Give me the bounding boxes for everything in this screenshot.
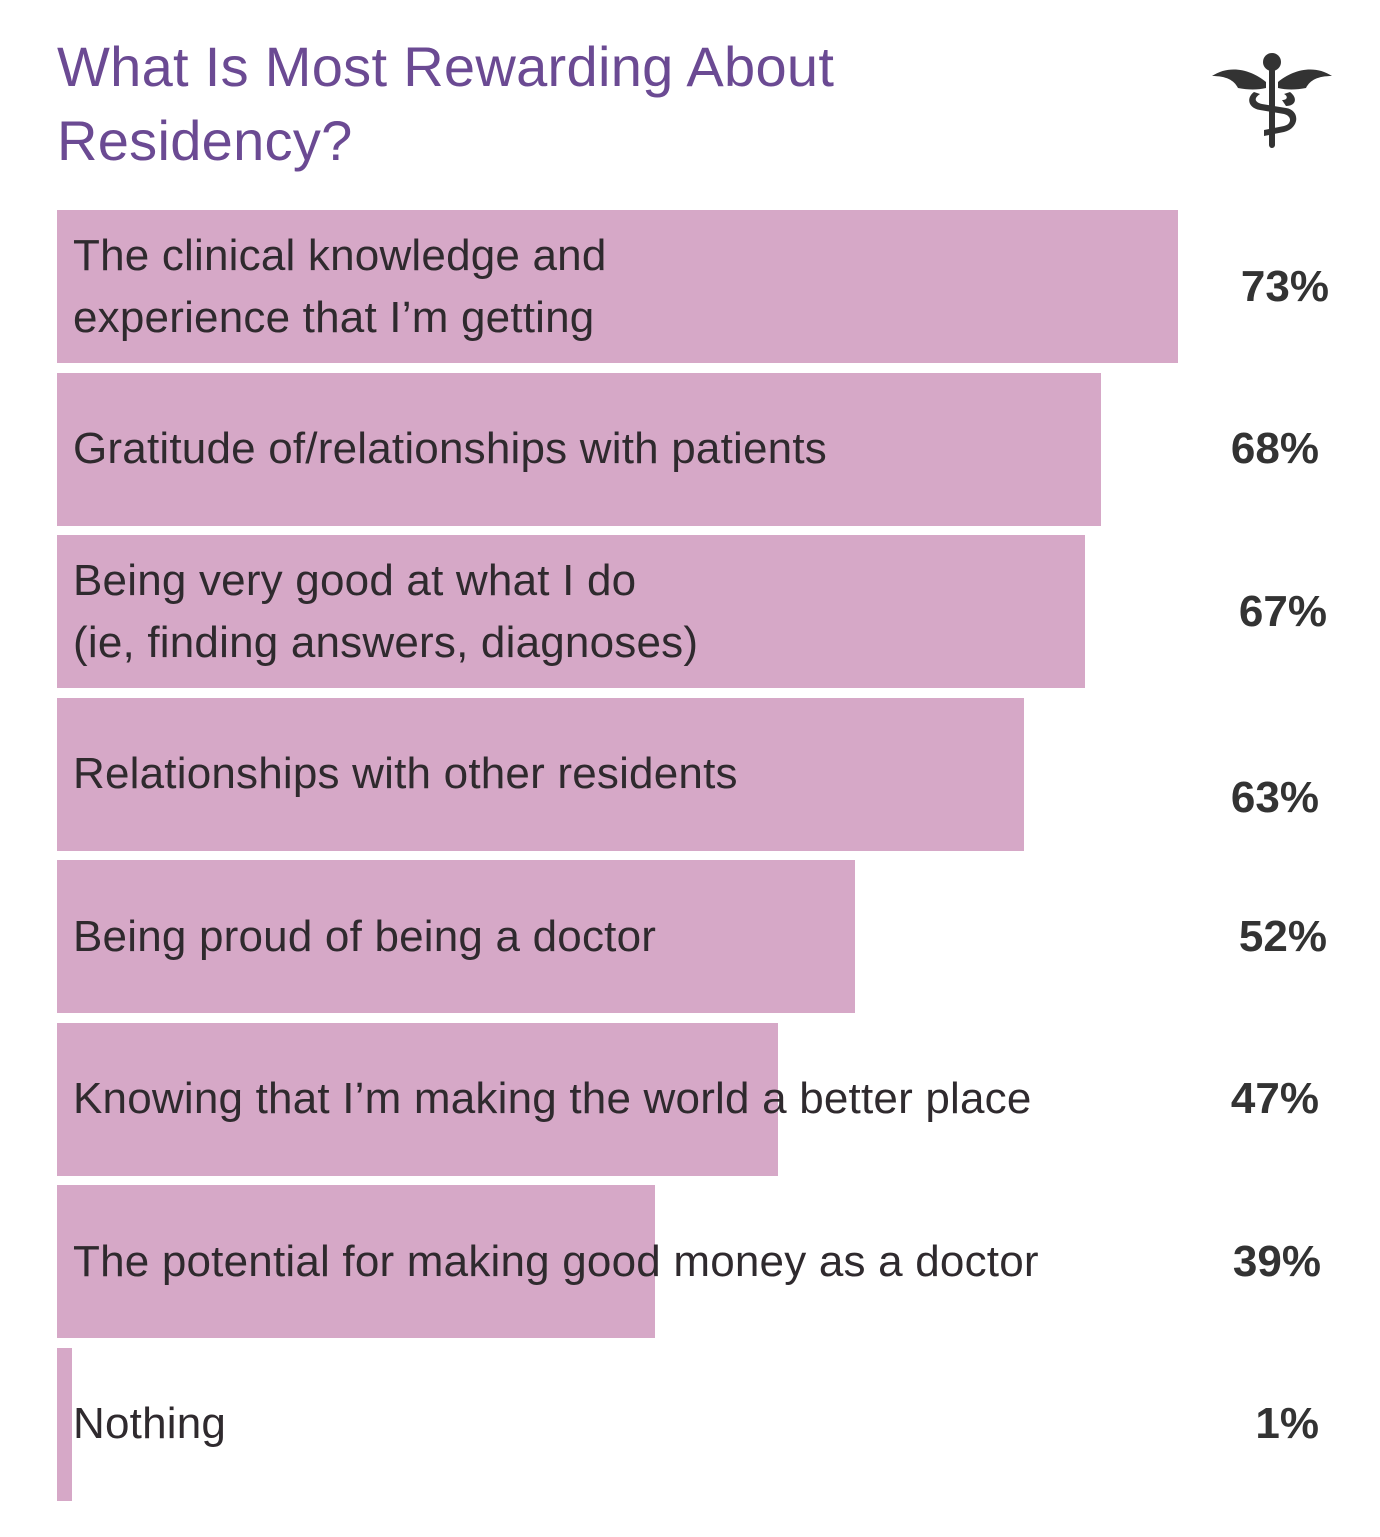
- bar-row: The potential for making good money as a…: [57, 1185, 1357, 1338]
- bar: [57, 697, 1024, 851]
- bar-label: The potential for making good money as a…: [73, 1236, 1039, 1286]
- bar-value: 39%: [1232, 1236, 1321, 1286]
- bar-label: The clinical knowledge and experience th…: [73, 230, 607, 342]
- bar-label: Being proud of being a doctor: [73, 911, 657, 961]
- bar-label: Relationships with other residents: [73, 749, 738, 798]
- bar-row: The clinical knowledge and experience th…: [57, 210, 1357, 363]
- bar: [57, 372, 1101, 526]
- bar-value: 47%: [1230, 1074, 1319, 1123]
- bar-label: Knowing that I’m making the world a bett…: [73, 1074, 1032, 1123]
- bar-value: 1%: [1255, 1399, 1319, 1448]
- bar-label: Being very good at what I do (ie, findin…: [73, 555, 699, 667]
- bar: [57, 210, 1178, 363]
- bar-value: 63%: [1230, 773, 1319, 822]
- bar-row: Being very good at what I do (ie, findin…: [57, 535, 1357, 688]
- bar-value: 68%: [1230, 424, 1319, 473]
- bar-value: 67%: [1238, 586, 1327, 636]
- bar-row: Being proud of being a doctor 52%: [57, 860, 1357, 1013]
- bar-value: 52%: [1238, 911, 1327, 961]
- caduceus-icon: [1212, 53, 1332, 148]
- bar: [57, 535, 1085, 688]
- bar-label: Gratitude of/relationships with patients: [73, 424, 827, 473]
- bar-row: Gratitude of/relationships with patients…: [57, 372, 1357, 526]
- bar: [57, 1022, 778, 1176]
- bar-row: Relationships with other residents 63%: [57, 697, 1357, 851]
- chart-title: What Is Most Rewarding About Residency?: [57, 35, 835, 172]
- bar-row: Nothing 1%: [57, 1347, 1357, 1501]
- bar: [57, 1347, 72, 1501]
- bar-label: Nothing: [73, 1399, 227, 1448]
- bar-chart: The clinical knowledge and experience th…: [57, 210, 1357, 1510]
- bar: [57, 860, 855, 1013]
- bar-row: Knowing that I’m making the world a bett…: [57, 1022, 1357, 1176]
- bar: [57, 1185, 655, 1338]
- bar-value: 73%: [1240, 261, 1329, 311]
